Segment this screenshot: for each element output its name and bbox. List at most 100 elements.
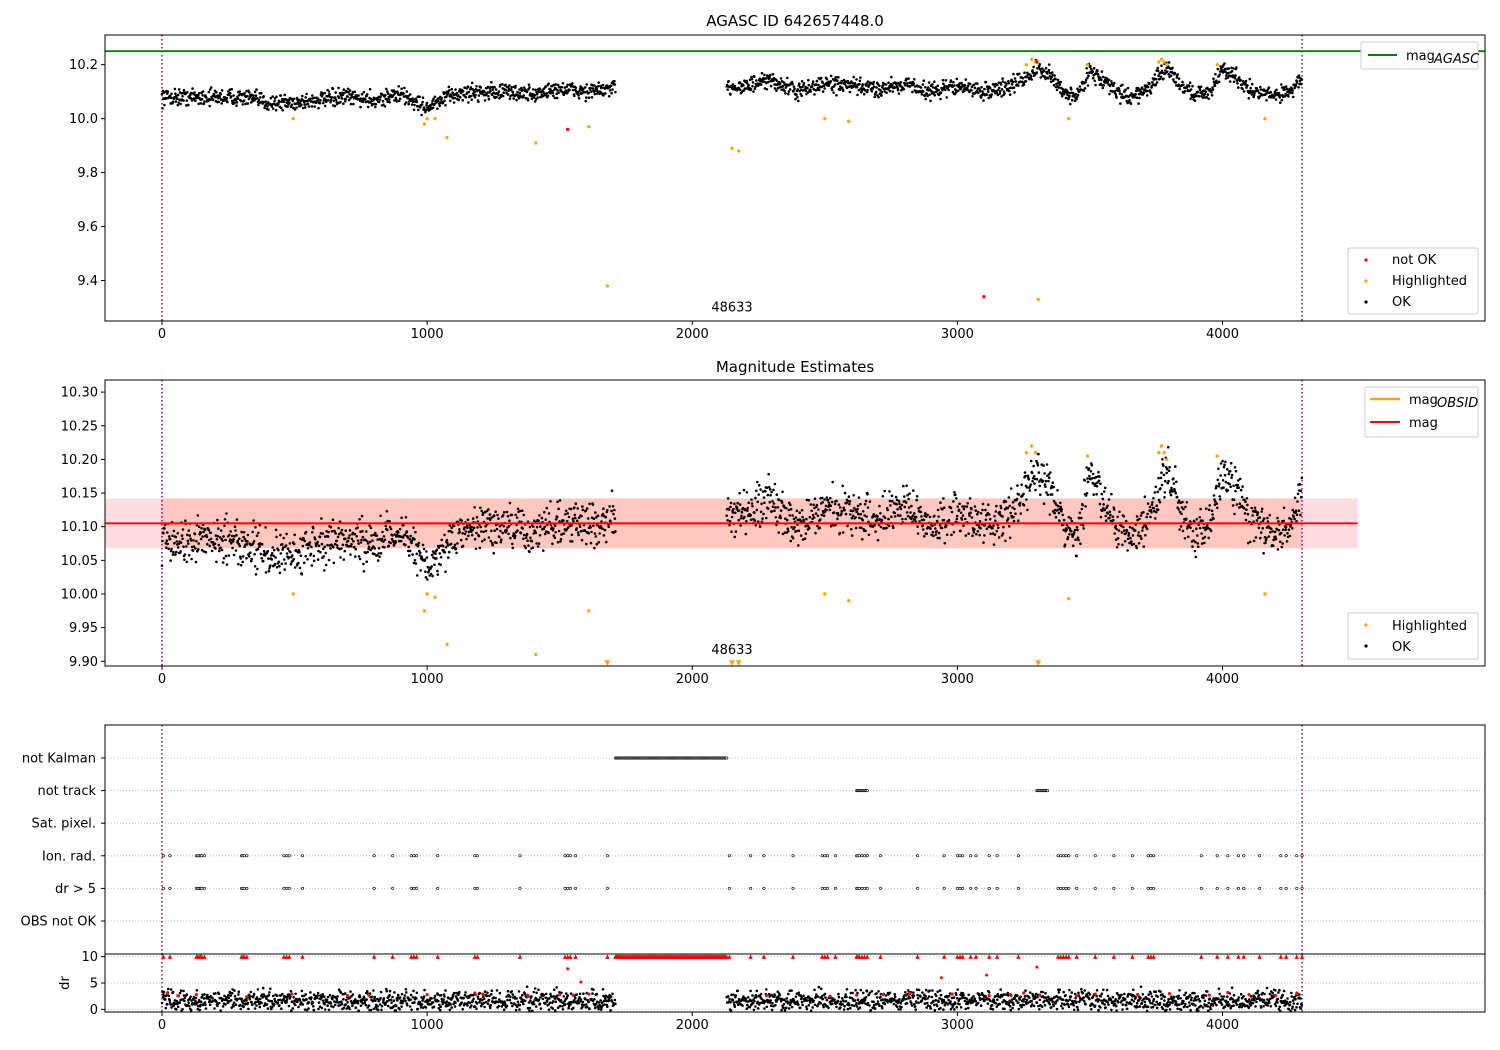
magnitude-ok-point xyxy=(959,511,963,514)
magnitude-ok-point xyxy=(1043,472,1046,475)
magnitude-ok-point xyxy=(569,540,572,543)
light-curve-ok-point xyxy=(1070,98,1074,102)
light-curve-ok-point xyxy=(848,90,852,94)
dr-ok-point xyxy=(229,999,233,1002)
light-curve-ok-point xyxy=(1059,80,1063,84)
light-curve-highlighted-point xyxy=(823,116,827,121)
dr-ok-point xyxy=(207,996,211,999)
light-curve-ok-point xyxy=(310,105,314,108)
magnitude-ok-point xyxy=(423,558,427,561)
flag-mark xyxy=(823,886,827,890)
magnitude-ok-point xyxy=(498,535,501,539)
magnitude-ok-point xyxy=(1206,524,1209,527)
magnitude-ok-point xyxy=(1050,493,1054,496)
flag-mark xyxy=(1093,854,1097,858)
magnitude-ok-point xyxy=(522,513,525,517)
magnitude-ok-point xyxy=(394,541,398,544)
magnitude-ok-point xyxy=(332,561,336,565)
magnitude-ok-point xyxy=(1185,501,1189,504)
magnitude-ok-point xyxy=(822,514,826,517)
magnitude-ok-point xyxy=(324,551,328,555)
magnitude-ok-point xyxy=(861,510,865,513)
light-curve-ok-point xyxy=(902,87,906,91)
flag-mark xyxy=(820,886,824,890)
magnitude-ok-point xyxy=(1128,525,1132,529)
light-curve-highlighted-point xyxy=(1085,62,1090,67)
magnitude-ok-point xyxy=(757,493,760,496)
magnitude-ok-point xyxy=(516,529,519,532)
light-curve-ok-point xyxy=(246,94,249,98)
light-curve-ok-point xyxy=(1193,99,1197,103)
magnitude-ok-point xyxy=(195,523,199,527)
dr-ok-point xyxy=(227,996,231,999)
dr-ok-point xyxy=(255,996,259,999)
dr-ok-point xyxy=(258,1005,262,1009)
magnitude-highlighted-point xyxy=(1067,597,1071,601)
dr-ok-point xyxy=(227,993,230,997)
dr-ok-point xyxy=(189,1009,193,1012)
magnitude-ok-point xyxy=(1240,495,1244,499)
magnitude-ok-point xyxy=(408,537,412,541)
flag-mark xyxy=(860,854,864,858)
light-curve-ok-point xyxy=(477,100,480,103)
magnitude-ok-point xyxy=(984,518,988,522)
magnitude-highlighted-point xyxy=(534,652,538,657)
magnitude-ok-point xyxy=(464,530,468,533)
light-curve-ok-point xyxy=(1242,90,1246,93)
magnitude-ok-point xyxy=(613,508,616,512)
magnitude-ok-point xyxy=(1200,542,1204,545)
magnitude-ok-point xyxy=(480,530,483,533)
magnitude-ok-point xyxy=(531,546,535,549)
dr-ok-point xyxy=(168,1001,172,1004)
light-curve-ok-point xyxy=(1259,88,1263,91)
light-curve-ok-point xyxy=(413,103,416,107)
magnitude-ok-point xyxy=(566,512,569,515)
light-curve-ok-point xyxy=(395,100,399,103)
magnitude-ok-point xyxy=(173,541,176,545)
magnitude-ok-point xyxy=(1052,499,1056,503)
dr-ok-point xyxy=(194,999,197,1003)
magnitude-ok-point xyxy=(429,572,433,576)
magnitude-ok-point xyxy=(306,558,309,561)
light-curve-ok-point xyxy=(294,102,298,105)
light-curve-highlighted-point xyxy=(1157,60,1161,64)
magnitude-ok-point xyxy=(225,512,228,515)
magnitude-ok-point xyxy=(942,518,946,522)
magnitude-ok-point xyxy=(766,507,770,511)
magnitude-ok-point xyxy=(1001,515,1004,518)
magnitude-ok-point xyxy=(424,570,427,573)
magnitude-ok-point xyxy=(210,549,214,553)
magnitude-ok-point xyxy=(199,531,202,534)
light-curve-ok-point xyxy=(464,96,468,99)
magnitude-ok-point xyxy=(1212,494,1216,497)
light-curve-ytick-label: 9.8 xyxy=(77,166,98,181)
magnitude-ytick-label: 10.30 xyxy=(61,386,98,401)
light-curve-ok-point xyxy=(477,94,481,97)
magnitude-ok-point xyxy=(532,519,536,522)
magnitude-ok-point xyxy=(216,518,219,522)
light-curve-ok-point xyxy=(580,86,583,89)
light-curve-ok-point xyxy=(794,97,797,101)
magnitude-ok-point xyxy=(1104,519,1108,522)
magnitude-ok-point xyxy=(1172,477,1175,480)
magnitude-ok-point xyxy=(1270,527,1273,531)
magnitude-ok-point xyxy=(374,531,377,535)
light-curve-ok-point xyxy=(264,100,267,103)
magnitude-ok-point xyxy=(1228,469,1232,473)
magnitude-ok-point xyxy=(344,537,347,540)
magnitude-ok-point xyxy=(1067,515,1071,519)
magnitude-ok-point xyxy=(415,552,419,556)
light-curve-ok-point xyxy=(1183,89,1187,93)
light-curve-ok-point xyxy=(837,76,840,79)
magnitude-ok-point xyxy=(426,578,429,581)
magnitude-ok-point xyxy=(1280,531,1283,535)
magnitude-ok-point xyxy=(318,535,322,539)
light-curve-ok-point xyxy=(181,95,184,98)
light-curve-ok-point xyxy=(945,96,948,99)
magnitude-ok-point xyxy=(937,531,941,535)
magnitude-ok-point xyxy=(319,550,322,554)
magnitude-ok-point xyxy=(1261,526,1264,530)
magnitude-ok-point xyxy=(1100,492,1104,496)
magnitude-ok-point xyxy=(768,500,771,504)
magnitude-ok-point xyxy=(501,514,505,517)
